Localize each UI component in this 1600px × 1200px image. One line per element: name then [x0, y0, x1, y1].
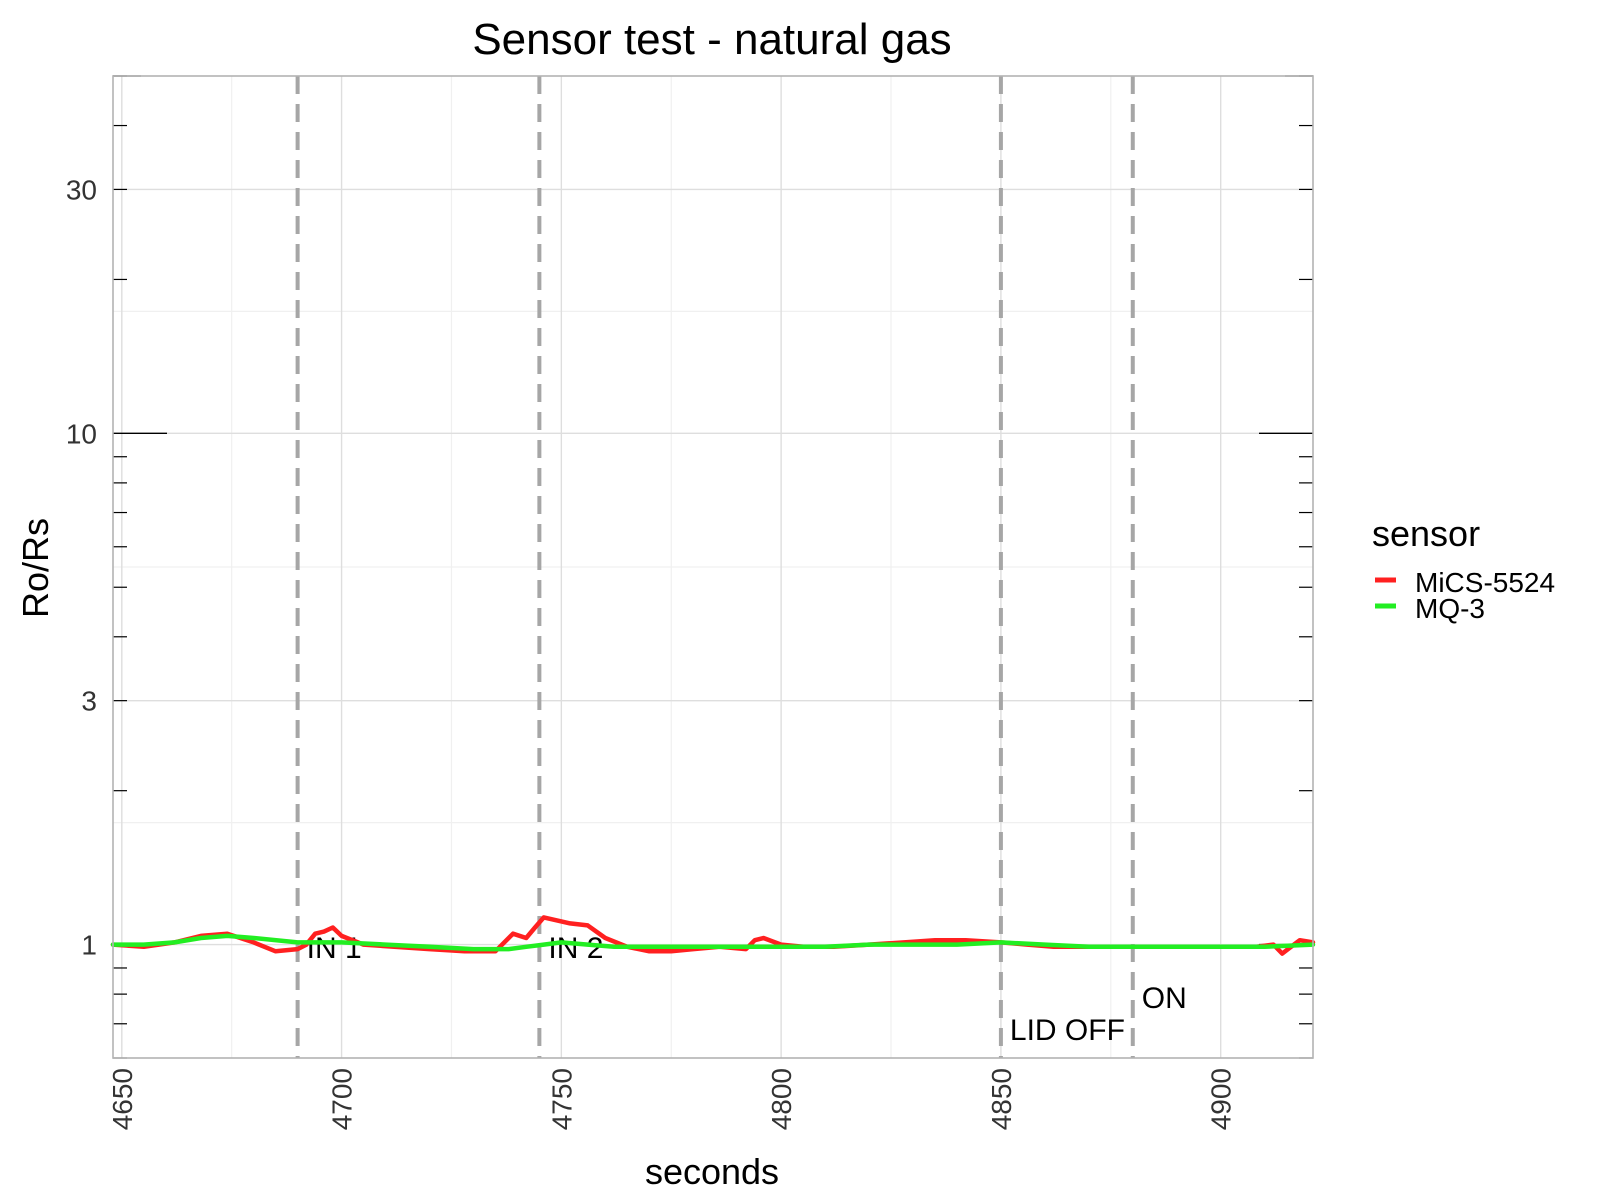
chart-title: Sensor test - natural gas [472, 15, 951, 64]
y-tick-label: 10 [66, 418, 97, 449]
legend-label-mics-5524: MiCS-5524 [1415, 567, 1555, 598]
legend-title: sensor [1372, 513, 1480, 554]
y-tick-label: 1 [81, 930, 97, 961]
panel-border [112, 75, 1314, 1059]
vline-label-2: LID OFF [1010, 1014, 1125, 1047]
vline-label-3: ON [1142, 982, 1187, 1015]
vline-label-1: IN 2 [548, 932, 603, 965]
plot-area: IN 1 IN 2 LID OFF ON 4650 4700 4750 4800 4850 490… [66, 75, 1316, 1130]
series-line-1 [110, 933, 1316, 952]
x-tick-label: 4850 [986, 1068, 1017, 1130]
x-tick-label: 4750 [546, 1068, 577, 1130]
legend-label-mq-3: MQ-3 [1415, 593, 1485, 624]
y-axis-title: Ro/Rs [15, 518, 56, 618]
x-tick-label: 4900 [1206, 1068, 1237, 1130]
y-tick-label: 3 [81, 686, 97, 717]
y-tick-label: 30 [66, 174, 97, 205]
legend: sensor MiCS-5524 MQ-3 [1372, 513, 1555, 624]
x-tick-label: 4700 [327, 1068, 358, 1130]
x-tick-label: 4800 [766, 1068, 797, 1130]
x-axis-title: seconds [645, 1151, 779, 1192]
vline-label-0: IN 1 [307, 932, 362, 965]
x-tick-label: 4650 [107, 1068, 138, 1130]
